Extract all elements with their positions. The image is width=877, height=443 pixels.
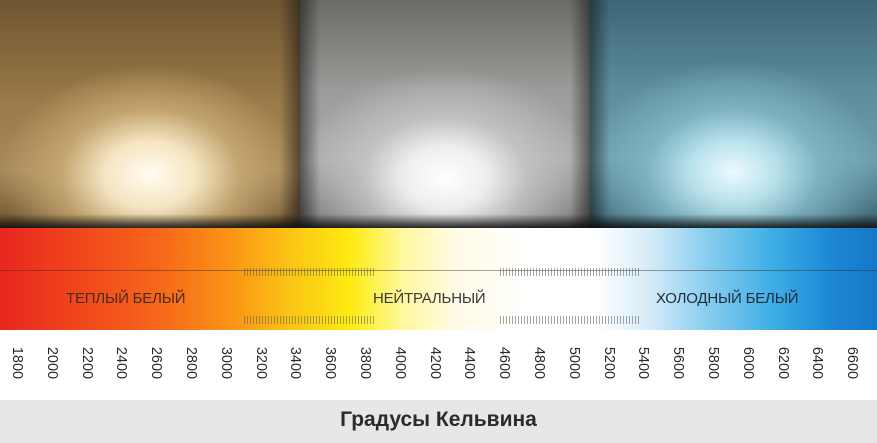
kelvin-tick-label: 2200 [78, 340, 96, 386]
glow-floor-shadow [0, 214, 877, 228]
kelvin-tick-value: 2000 [43, 346, 60, 380]
kelvin-tick-label: 4200 [426, 340, 444, 386]
kelvin-tick-label: 5400 [634, 340, 652, 386]
kelvin-tick-value: 2600 [148, 346, 165, 380]
kelvin-tick-label: 3000 [217, 340, 235, 386]
kelvin-tick-label: 4800 [530, 340, 548, 386]
kelvin-tick-label: 5200 [600, 340, 618, 386]
kelvin-tick-label: 4400 [460, 340, 478, 386]
kelvin-tick-value: 6000 [739, 346, 756, 380]
spectrum-hatch-mark [244, 268, 374, 276]
caption-bar: Градусы Кельвина [0, 400, 877, 443]
neutral-label: НЕЙТРАЛЬНЫЙ [373, 290, 486, 307]
kelvin-tick-value: 3800 [357, 346, 373, 380]
color-temperature-spectrum: ТЕПЛЫЙ БЕЛЫЙ НЕЙТРАЛЬНЫЙ ХОЛОДНЫЙ БЕЛЫЙ [0, 228, 877, 330]
kelvin-tick-value: 2400 [113, 346, 130, 380]
kelvin-tick-label: 6400 [808, 340, 826, 386]
kelvin-tick-value: 3000 [217, 346, 234, 380]
kelvin-tick-value: 5200 [600, 346, 617, 380]
warm-white-label: ТЕПЛЫЙ БЕЛЫЙ [66, 290, 186, 307]
kelvin-tick-value: 6200 [774, 346, 791, 380]
kelvin-tick-label: 2400 [112, 340, 130, 386]
kelvin-tick-value: 5400 [635, 346, 652, 380]
kelvin-tick-label: 2800 [182, 340, 200, 386]
kelvin-tick-value: 3600 [322, 346, 339, 380]
cold-white-label: ХОЛОДНЫЙ БЕЛЫЙ [656, 290, 799, 307]
kelvin-tick-label: 3400 [286, 340, 304, 386]
kelvin-tick-label: 6000 [739, 340, 757, 386]
kelvin-tick-value: 5600 [670, 346, 687, 380]
kelvin-tick-label: 5800 [704, 340, 722, 386]
kelvin-tick-value: 6600 [844, 346, 861, 380]
kelvin-tick-label: 6200 [774, 340, 792, 386]
kelvin-tick-label: 6600 [843, 340, 861, 386]
kelvin-tick-value: 5000 [565, 346, 582, 380]
kelvin-tick-value: 6400 [809, 346, 826, 380]
spectrum-hatch-mark [500, 268, 640, 276]
spectrum-divider-line [0, 270, 877, 271]
warm-light-glow [0, 0, 300, 228]
kelvin-tick-value: 2200 [78, 346, 95, 380]
kelvin-tick-value: 3400 [287, 346, 304, 380]
kelvin-tick-value: 3200 [252, 346, 269, 380]
neutral-light-glow [300, 0, 590, 228]
spectrum-hatch-mark [500, 316, 640, 324]
kelvin-tick-label: 2000 [43, 340, 61, 386]
kelvin-tick-value: 1800 [9, 346, 25, 380]
kelvin-tick-value: 2800 [183, 346, 199, 380]
kelvin-tick-label: 3200 [252, 340, 270, 386]
kelvin-tick-label: 5600 [669, 340, 687, 386]
kelvin-tick-value: 5800 [705, 346, 721, 380]
light-glow-photo-strip [0, 0, 877, 228]
kelvin-tick-value: 4800 [531, 346, 547, 380]
kelvin-tick-label: 2600 [147, 340, 165, 386]
spectrum-hatch-mark [244, 316, 374, 324]
glow-divider-left [280, 0, 320, 228]
kelvin-tick-label: 5000 [565, 340, 583, 386]
glow-divider-right [570, 0, 610, 228]
kelvin-tick-value: 4200 [426, 346, 443, 380]
kelvin-tick-label: 4000 [391, 340, 409, 386]
kelvin-caption: Градусы Кельвина [340, 408, 537, 431]
kelvin-tick-label: 1800 [8, 340, 26, 386]
kelvin-tick-value: 4400 [461, 346, 478, 380]
kelvin-tick-scale: 1800 2000 2200 2400 2600 2800 3000 3200 3400 3600… [0, 330, 877, 400]
kelvin-tick-value: 4000 [391, 346, 408, 380]
cold-light-glow [590, 0, 877, 228]
kelvin-tick-label: 3800 [356, 340, 374, 386]
kelvin-tick-label: 4600 [495, 340, 513, 386]
kelvin-tick-label: 3600 [321, 340, 339, 386]
kelvin-tick-value: 4600 [496, 346, 513, 380]
